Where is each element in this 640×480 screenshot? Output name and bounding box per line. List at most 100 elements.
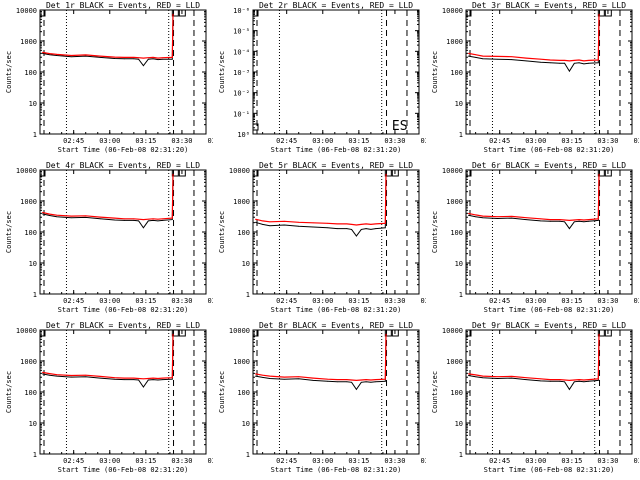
lld-data-point <box>588 219 590 221</box>
lld-series-line <box>42 173 174 221</box>
events-data-point <box>525 379 527 381</box>
events-data-point <box>152 379 154 381</box>
lld-data-point <box>597 59 599 61</box>
edge-marker-box <box>465 169 472 177</box>
x-axis-label: Start Time (06-Feb-08 02:31:20) <box>484 146 615 154</box>
x-tick-label: 02:45 <box>63 297 84 305</box>
lld-data-point <box>370 379 372 381</box>
lld-data-point <box>336 223 338 225</box>
y-axis-label: Counts/sec <box>5 371 13 413</box>
y-tick-label: 1 <box>459 131 463 139</box>
lld-data-point <box>56 53 58 55</box>
events-data-point <box>482 58 484 60</box>
events-data-point <box>133 220 135 221</box>
lld-data-point <box>138 218 140 220</box>
y-tick-label: 10 <box>455 260 463 268</box>
events-data-point <box>85 216 87 218</box>
x-tick-label: 03:30 <box>597 137 618 145</box>
lld-data-point <box>583 379 585 381</box>
events-data-point <box>583 63 585 65</box>
y-tick-label: 1000 <box>446 38 463 46</box>
lld-data-point <box>525 217 527 219</box>
edge-marker-box <box>465 329 472 337</box>
events-data-point <box>482 217 484 219</box>
lld-data-point <box>49 373 51 375</box>
events-data-point <box>143 65 144 67</box>
events-data-point <box>336 228 338 229</box>
chart-svg: Det 2r BLACK = Events, RED = LLD 10⁰ 10⁻¹ 1… <box>218 1 426 154</box>
chart-title: Det 2r BLACK = Events, RED = LLD <box>259 1 413 10</box>
lld-data-point <box>482 375 484 377</box>
events-data-point <box>171 58 173 60</box>
y-axis-label: Counts/sec <box>431 51 439 93</box>
events-data-point <box>540 380 541 382</box>
x-tick-label: 02:45 <box>276 297 297 305</box>
lld-data-point <box>511 56 513 58</box>
lld-data-point <box>49 213 51 215</box>
y-tick-label: 10 <box>29 420 37 428</box>
lld-data-point <box>573 60 575 61</box>
lld-data-point <box>598 333 600 335</box>
events-data-point <box>475 216 477 218</box>
plot-frame <box>39 169 207 295</box>
x-tick-label: 03:30 <box>597 457 618 465</box>
y-tick-label: 1 <box>33 131 37 139</box>
lld-data-point <box>356 224 357 226</box>
y-tick-label: 1000 <box>20 198 37 206</box>
events-data-point <box>496 378 498 379</box>
y-tick-label: 1000 <box>20 38 37 46</box>
y-axis-label: Counts/sec <box>218 371 226 413</box>
lld-data-point <box>172 13 174 15</box>
edge-marker-box <box>252 9 259 17</box>
x-tick-label: 03:45 <box>633 297 639 305</box>
plot-frame <box>39 9 207 135</box>
y-tick-label: 100 <box>237 229 250 237</box>
x-tick-label: 02:45 <box>276 137 297 145</box>
chart-panel-9: Det 9r BLACK = Events, RED = LLD 1 10 100 10… <box>426 320 639 480</box>
x-axis-label: Start Time (06-Feb-08 02:31:20) <box>271 466 402 474</box>
lld-series-line <box>468 13 600 62</box>
lld-data-point <box>482 215 484 217</box>
lld-data-point <box>336 379 338 381</box>
events-data-point <box>540 220 541 222</box>
y-tick-label: 1 <box>459 291 463 299</box>
events-series-line <box>255 175 387 237</box>
y-tick-label: 1 <box>459 451 463 459</box>
events-data-point <box>147 379 149 381</box>
plot-frame <box>252 329 420 455</box>
events-data-point <box>56 55 58 56</box>
lld-data-point <box>583 60 585 62</box>
y-tick-label: 10000 <box>229 167 250 175</box>
lld-data-point <box>157 378 159 379</box>
x-axis-label: Start Time (06-Feb-08 02:31:20) <box>484 306 615 314</box>
events-data-point <box>360 228 362 230</box>
x-tick-label: 03:45 <box>420 457 426 465</box>
lld-data-point <box>573 219 575 221</box>
events-series-line <box>42 15 174 67</box>
y-tick-label: 1000 <box>446 358 463 366</box>
lld-data-point <box>255 373 256 375</box>
events-data-point <box>133 58 135 60</box>
chart-svg: Det 3r BLACK = Events, RED = LLD 1 10 100 10… <box>431 1 639 154</box>
lld-data-point <box>525 57 527 59</box>
x-axis-label: Start Time (06-Feb-08 02:31:20) <box>484 466 615 474</box>
events-data-point <box>298 378 300 380</box>
lld-data-point <box>540 378 541 380</box>
events-data-point <box>588 380 590 382</box>
x-tick-label: 02:45 <box>489 457 510 465</box>
x-tick-label: 02:45 <box>63 137 84 145</box>
events-data-point <box>549 220 551 222</box>
events-data-point <box>468 55 469 57</box>
events-data-point <box>312 226 314 228</box>
lld-series-line <box>468 173 600 222</box>
y-tick-label: 10 <box>455 100 463 108</box>
x-tick-label: 03:45 <box>633 137 639 145</box>
lld-data-point <box>312 377 314 379</box>
edge-marker-box <box>252 169 259 177</box>
chart-panel-1: Det 1r BLACK = Events, RED = LLD 1 10 100 10… <box>0 0 213 160</box>
y-tick-label: 1 <box>246 291 250 299</box>
lld-data-point <box>143 378 144 380</box>
events-data-point <box>99 56 101 58</box>
lld-data-point <box>298 376 300 378</box>
plot-frame <box>465 329 633 455</box>
